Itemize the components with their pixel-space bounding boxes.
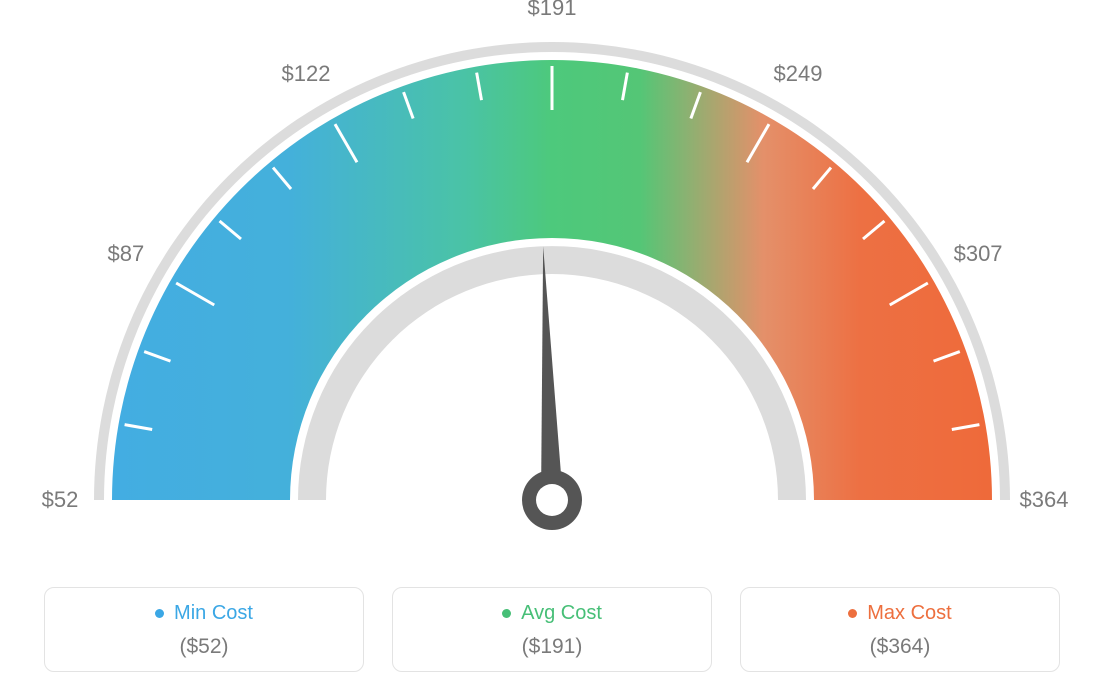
legend-row: Min Cost ($52) Avg Cost ($191) Max Cost …	[0, 587, 1104, 672]
legend-value-min: ($52)	[55, 635, 353, 659]
gauge-tick-label: $249	[774, 61, 823, 87]
dot-icon	[848, 609, 857, 618]
legend-card-avg: Avg Cost ($191)	[392, 587, 712, 672]
gauge-tick-label: $191	[528, 0, 577, 21]
legend-label-min: Min Cost	[155, 602, 253, 625]
legend-card-min: Min Cost ($52)	[44, 587, 364, 672]
gauge-tick-label: $52	[42, 487, 79, 513]
gauge-tick-label: $364	[1020, 487, 1069, 513]
legend-label-avg: Avg Cost	[502, 602, 602, 625]
gauge-tick-label: $307	[954, 241, 1003, 267]
cost-gauge: $52 $87 $122 $191 $249 $307 $364	[0, 0, 1104, 560]
gauge-tick-label: $87	[108, 241, 145, 267]
dot-icon	[155, 609, 164, 618]
gauge-svg	[0, 0, 1104, 560]
legend-value-avg: ($191)	[403, 635, 701, 659]
legend-label-max: Max Cost	[848, 602, 951, 625]
legend-label-text: Min Cost	[174, 602, 253, 625]
legend-value-max: ($364)	[751, 635, 1049, 659]
legend-label-text: Max Cost	[867, 602, 951, 625]
legend-label-text: Avg Cost	[521, 602, 602, 625]
dot-icon	[502, 609, 511, 618]
gauge-tick-label: $122	[282, 61, 331, 87]
legend-card-max: Max Cost ($364)	[740, 587, 1060, 672]
